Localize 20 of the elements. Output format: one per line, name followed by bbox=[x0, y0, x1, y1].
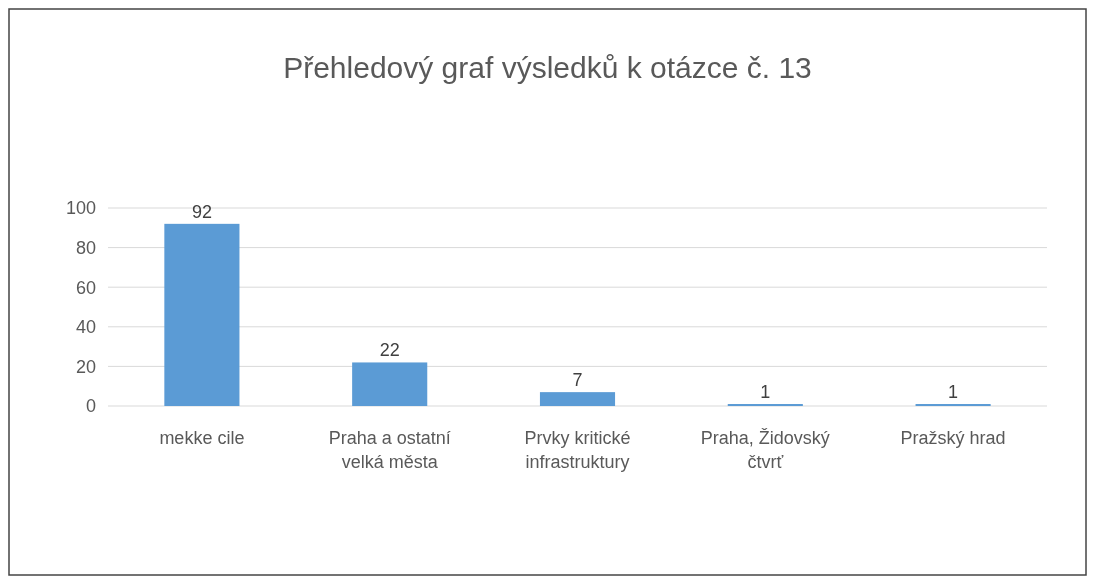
data-label: 1 bbox=[760, 382, 771, 403]
x-tick-label: Praha, Židovský čtvrť bbox=[700, 428, 830, 472]
y-tick-label: 0 bbox=[85, 396, 96, 417]
y-tick-label: 100 bbox=[65, 198, 96, 219]
x-tick-label: Prvky kritické infrastruktury bbox=[524, 428, 631, 472]
x-tick-label: Praha a ostatní velká města bbox=[328, 428, 451, 472]
y-tick-label: 80 bbox=[75, 237, 96, 258]
bar bbox=[164, 223, 240, 406]
y-tick-label: 60 bbox=[75, 277, 96, 298]
data-label: 92 bbox=[191, 201, 212, 222]
x-tick-label: Pražský hrad bbox=[900, 428, 1006, 448]
chart-title: Přehledový graf výsledků k otázce č. 13 bbox=[283, 51, 812, 84]
y-tick-label: 20 bbox=[75, 356, 96, 377]
x-tick-label: mekke cile bbox=[159, 428, 245, 448]
data-label: 1 bbox=[948, 382, 959, 403]
bar bbox=[352, 362, 428, 406]
y-tick-label: 40 bbox=[75, 317, 96, 338]
bar bbox=[539, 392, 616, 406]
data-label: 7 bbox=[572, 370, 583, 391]
data-label: 22 bbox=[379, 340, 400, 361]
